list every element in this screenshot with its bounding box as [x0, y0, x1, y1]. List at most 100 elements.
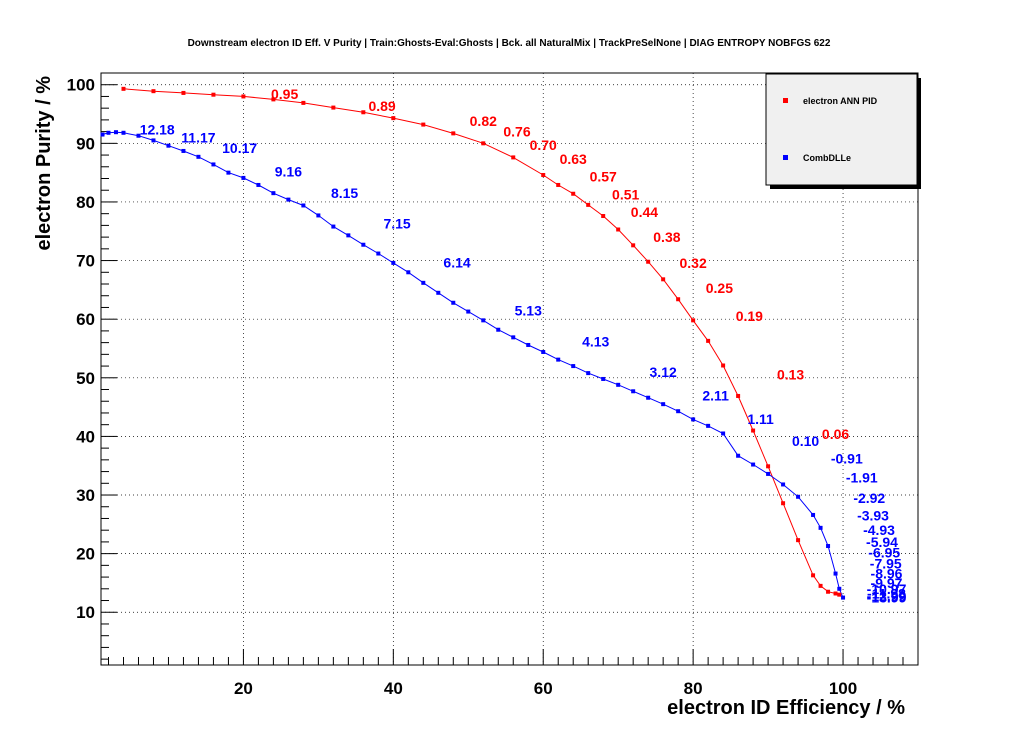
- y-tick-label: 60: [76, 310, 95, 329]
- series-1-point-label: -10.97: [867, 581, 907, 597]
- series-1-point: [751, 462, 756, 467]
- series-1-point: [706, 423, 711, 428]
- series-1-point: [766, 471, 771, 476]
- series-1-point-label: -11.98: [867, 585, 906, 601]
- series-1-point-label: 12.18: [140, 121, 175, 137]
- series-0-point: [646, 259, 651, 264]
- series-1-point: [361, 242, 366, 247]
- series-1-point-label: 11.17: [181, 129, 215, 145]
- x-tick-label: 80: [684, 679, 703, 698]
- series-0-point: [421, 122, 426, 127]
- series-0-point-label: 0.32: [680, 255, 707, 271]
- series-1-point-label: 5.13: [515, 302, 542, 318]
- series-1-point: [781, 482, 786, 487]
- legend-box: [765, 73, 918, 186]
- series-1-point: [316, 213, 321, 218]
- series-0-point-label: 0.82: [470, 113, 497, 129]
- series-0-point-label: 0.95: [271, 86, 298, 102]
- series-0-point: [736, 393, 741, 398]
- x-tick-label: 40: [384, 679, 403, 698]
- series-0-point-label: 0.06: [822, 426, 849, 442]
- series-0-point: [541, 172, 546, 177]
- series-1-point: [436, 290, 441, 295]
- series-0-point-label: 0.76: [503, 124, 530, 140]
- series-1-point: [346, 233, 351, 238]
- series-1-point: [661, 402, 666, 407]
- series-1-point: [826, 544, 831, 549]
- series-1-point: [151, 138, 156, 143]
- x-tick-label: 60: [534, 679, 553, 698]
- series-1-point: [466, 309, 471, 314]
- series-1-point: [286, 197, 291, 202]
- series-0-point: [706, 338, 711, 343]
- series-1-point-label: 9.16: [275, 163, 302, 179]
- x-tick-label: 100: [829, 679, 857, 698]
- series-0-point: [331, 105, 336, 110]
- series-line-0: [123, 88, 840, 596]
- plot-frame: [100, 72, 919, 666]
- series-1-point-label: -0.91: [831, 451, 863, 467]
- legend-marker-0: [783, 98, 788, 103]
- series-1-point-label: -5.94: [866, 534, 898, 550]
- legend-label-0: electron ANN PID: [803, 96, 878, 106]
- series-0-point: [818, 583, 823, 588]
- series-1-point-label: -1.91: [846, 469, 878, 485]
- series-1-point-label: 10.17: [222, 140, 257, 156]
- series-0-point-label: 0.19: [736, 308, 763, 324]
- series-1-point: [196, 154, 201, 159]
- series-1-point: [631, 389, 636, 394]
- y-tick-label: 80: [76, 193, 95, 212]
- series-0-point: [833, 591, 838, 596]
- series-0-point: [211, 92, 216, 97]
- series-1-point: [256, 182, 261, 187]
- series-1-point: [586, 371, 591, 376]
- series-0-point-label: 0.89: [368, 98, 395, 114]
- series-0-point: [571, 191, 576, 196]
- series-1-point-label: -3.93: [857, 508, 889, 524]
- series-1-point: [736, 453, 741, 458]
- series-0-point: [766, 464, 771, 469]
- series-1-point: [646, 395, 651, 400]
- series-0-point: [151, 89, 156, 94]
- series-1-point: [676, 409, 681, 414]
- y-tick-label: 100: [67, 76, 95, 95]
- y-tick-label: 30: [76, 486, 95, 505]
- series-1-point: [106, 130, 111, 135]
- y-axis-label: electron Purity / %: [33, 76, 55, 251]
- series-1-point-label: 0.10: [792, 433, 819, 449]
- series-1-point: [511, 335, 516, 340]
- series-points: [100, 86, 846, 600]
- series-1-point-label: 1.11: [747, 411, 774, 427]
- legend-label-1: CombDLLe: [803, 153, 851, 163]
- series-1-point: [166, 143, 171, 148]
- series-0-point: [391, 116, 396, 121]
- series-1-point: [818, 525, 823, 530]
- series-1-point-label: -8.96: [871, 566, 903, 582]
- y-tick-label: 70: [76, 252, 95, 271]
- axis-ticks: 20 40 60 80 100 10 20 30 40 50 60 70 80 90 100: [67, 72, 919, 698]
- series-1-point: [226, 170, 231, 175]
- series-0-point: [781, 501, 786, 506]
- series-0-point: [837, 592, 842, 597]
- series-1-point-label: -13.99: [867, 590, 907, 606]
- series-1-point: [481, 318, 486, 323]
- series-0-point: [301, 100, 306, 105]
- series-1-point: [571, 364, 576, 369]
- series-1-point: [301, 203, 306, 208]
- series-1-point-label: -2.92: [853, 490, 885, 506]
- series-1-point: [376, 251, 381, 256]
- series-0-point: [631, 243, 636, 248]
- y-tick-label: 40: [76, 427, 95, 446]
- series-1-point-label: 6.14: [443, 254, 470, 270]
- series-1-point: [391, 260, 396, 265]
- series-1-point: [601, 376, 606, 381]
- series-1-point-label: -7.95: [870, 556, 902, 572]
- series-1-point: [841, 595, 846, 600]
- series-1-point: [113, 130, 118, 135]
- series-1-point-label: -6.95: [868, 544, 900, 560]
- grid-lines: [101, 73, 918, 665]
- series-1-point-label: 8.15: [331, 185, 358, 201]
- series-1-point-label: -4.93: [863, 522, 895, 538]
- series-1-point-label: 4.13: [582, 333, 609, 349]
